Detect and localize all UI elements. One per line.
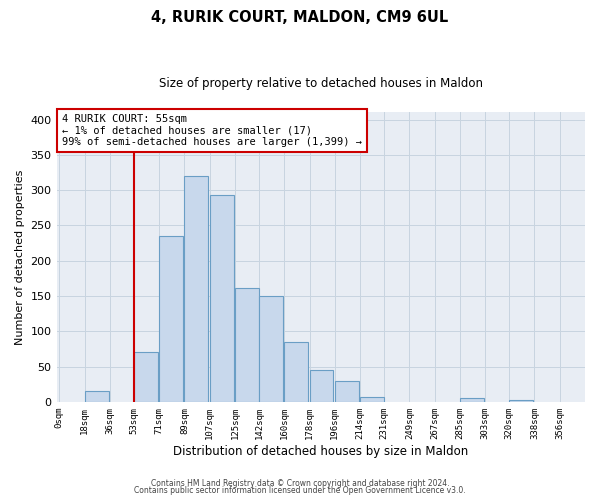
Bar	[85, 391, 109, 402]
Bar	[335, 382, 359, 402]
Text: Contains public sector information licensed under the Open Government Licence v3: Contains public sector information licen…	[134, 486, 466, 495]
Bar	[360, 397, 384, 402]
Bar	[310, 370, 334, 402]
Y-axis label: Number of detached properties: Number of detached properties	[15, 170, 25, 345]
Text: 4 RURIK COURT: 55sqm
← 1% of detached houses are smaller (17)
99% of semi-detach: 4 RURIK COURT: 55sqm ← 1% of detached ho…	[62, 114, 362, 147]
Bar	[159, 236, 183, 402]
Bar	[210, 195, 233, 402]
Text: 4, RURIK COURT, MALDON, CM9 6UL: 4, RURIK COURT, MALDON, CM9 6UL	[151, 10, 449, 25]
Title: Size of property relative to detached houses in Maldon: Size of property relative to detached ho…	[159, 78, 483, 90]
Bar	[509, 400, 533, 402]
Bar	[460, 398, 484, 402]
X-axis label: Distribution of detached houses by size in Maldon: Distribution of detached houses by size …	[173, 444, 469, 458]
Text: Contains HM Land Registry data © Crown copyright and database right 2024.: Contains HM Land Registry data © Crown c…	[151, 478, 449, 488]
Bar	[134, 352, 158, 402]
Bar	[284, 342, 308, 402]
Bar	[259, 296, 283, 402]
Bar	[184, 176, 208, 402]
Bar	[235, 288, 259, 402]
